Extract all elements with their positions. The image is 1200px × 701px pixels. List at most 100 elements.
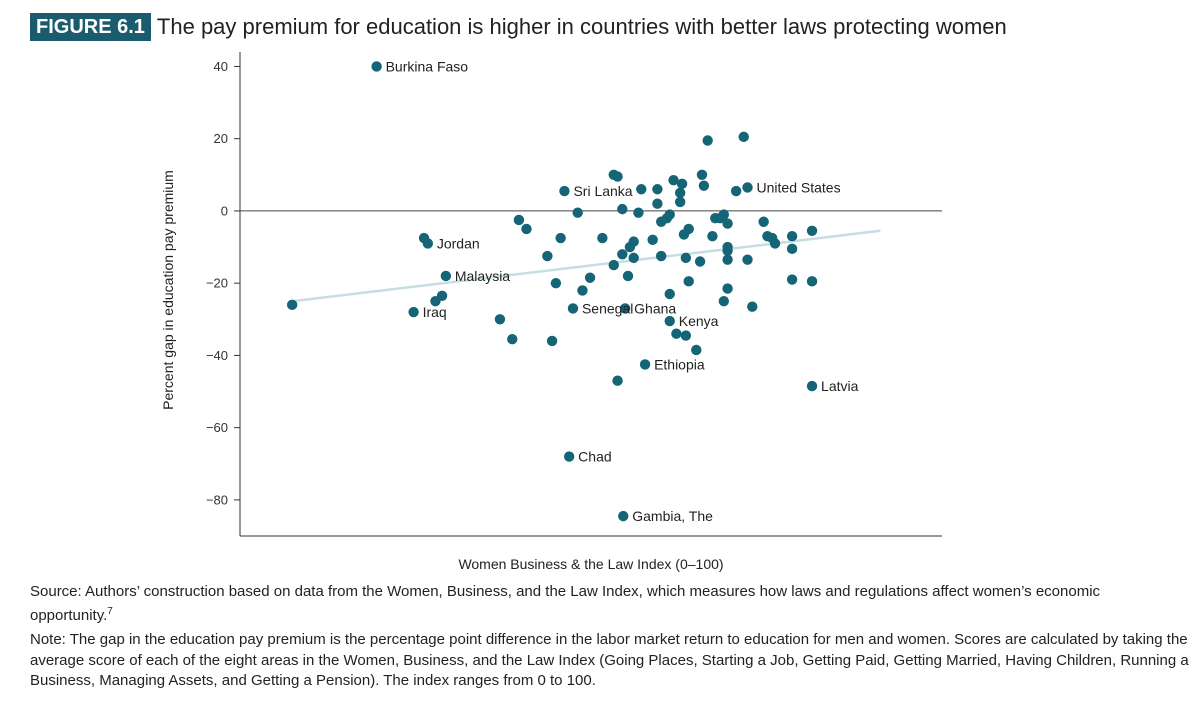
data-point	[436, 290, 448, 302]
y-tick-label: −40	[206, 348, 228, 363]
data-point	[769, 238, 781, 249]
data-point	[683, 223, 694, 235]
data-point	[408, 306, 419, 318]
point-label: Malaysia	[455, 268, 510, 284]
data-point	[628, 236, 639, 247]
data-point	[722, 245, 733, 256]
data-point	[680, 330, 692, 341]
data-point	[636, 184, 647, 195]
y-tick-label: −80	[206, 492, 228, 507]
data-point	[664, 209, 675, 220]
data-point	[786, 274, 798, 285]
y-tick-label: −60	[206, 420, 228, 435]
data-point	[722, 283, 733, 294]
data-point	[718, 296, 730, 307]
scatter-chart: 40 20 0 −20 −40 −60 −80 Iraq Jordan Malaysia Sri …	[160, 52, 942, 572]
data-point	[608, 259, 619, 271]
data-point	[572, 207, 583, 218]
data-point	[722, 254, 733, 265]
data-point	[639, 359, 651, 370]
source-text: Source: Authors’ construction based on d…	[30, 583, 1101, 624]
data-point	[577, 285, 588, 296]
y-axis-title: Percent gap in education pay premium	[160, 170, 176, 410]
point-label: Latvia	[821, 378, 859, 394]
y-tick-label: −20	[206, 276, 228, 291]
data-point	[718, 209, 730, 220]
data-point	[806, 380, 818, 392]
data-point	[674, 187, 686, 199]
data-point	[683, 276, 694, 287]
data-point	[656, 250, 667, 262]
point-labels: Iraq Jordan Malaysia Sri Lanka Chad Senegal Ga…	[386, 58, 859, 524]
y-tick-label: 0	[221, 203, 228, 218]
data-point	[730, 185, 742, 197]
data-point	[422, 238, 434, 249]
data-point	[622, 270, 634, 282]
data-point	[550, 277, 562, 289]
data-point	[542, 250, 553, 262]
data-point	[633, 207, 644, 218]
trendline	[292, 229, 881, 303]
data-point	[696, 169, 708, 181]
data-point	[707, 231, 718, 242]
data-point	[668, 175, 679, 186]
data-point	[738, 131, 749, 143]
data-point	[617, 203, 628, 215]
data-point	[647, 234, 658, 246]
point-label: Ethiopia	[654, 356, 705, 372]
point-label: Gambia, The	[632, 508, 713, 524]
data-point	[619, 303, 631, 314]
data-point	[628, 252, 639, 264]
data-point	[567, 303, 579, 314]
point-label: Kenya	[679, 313, 719, 329]
data-point	[559, 185, 570, 197]
point-label: Jordan	[437, 235, 480, 251]
data-point	[806, 276, 818, 287]
axes: 40 20 0 −20 −40 −60 −80	[206, 52, 942, 537]
data-point	[618, 510, 629, 522]
data-point	[584, 272, 596, 283]
data-point	[680, 252, 692, 264]
data-point	[597, 232, 608, 244]
data-point	[758, 216, 769, 227]
data-point	[513, 214, 525, 226]
point-label: Burkina Faso	[386, 58, 469, 74]
point-label: Iraq	[423, 304, 447, 320]
data-point	[612, 171, 623, 182]
data-point	[742, 254, 753, 265]
data-point	[694, 256, 706, 267]
chart-note: Note: The gap in the education pay premi…	[30, 631, 1189, 689]
x-axis-title: Women Business & the Law Index (0–100)	[458, 556, 723, 572]
figure-title: The pay premium for education is higher …	[156, 14, 1007, 39]
point-label: Chad	[578, 449, 611, 465]
data-point	[555, 232, 566, 244]
figure-tag: FIGURE 6.1	[30, 13, 151, 41]
data-point	[617, 249, 628, 260]
data-point	[676, 178, 688, 190]
data-point	[507, 333, 518, 345]
data-point	[674, 196, 686, 208]
data-point	[742, 182, 753, 193]
data-point	[286, 299, 298, 311]
data-point	[371, 61, 382, 72]
source-note: Source: Authors’ construction based on d…	[30, 582, 1180, 626]
data-point	[440, 270, 452, 282]
y-tick-label: 40	[214, 59, 228, 74]
data-point	[664, 288, 675, 300]
point-label: Sri Lanka	[573, 183, 632, 199]
figure-header: FIGURE 6.1 The pay premium for education…	[30, 12, 1007, 42]
data-point	[652, 184, 663, 195]
data-point	[786, 243, 798, 255]
data-point	[786, 231, 798, 242]
data-point	[698, 180, 710, 191]
data-point	[806, 225, 818, 236]
data-point	[664, 315, 675, 327]
data-point	[612, 375, 623, 386]
point-label: Ghana	[634, 300, 676, 316]
data-point	[546, 335, 558, 347]
data-point	[521, 223, 532, 235]
data-point	[702, 135, 713, 146]
y-tick-label: 20	[214, 131, 228, 146]
point-label: United States	[757, 179, 841, 195]
data-point	[747, 301, 758, 312]
